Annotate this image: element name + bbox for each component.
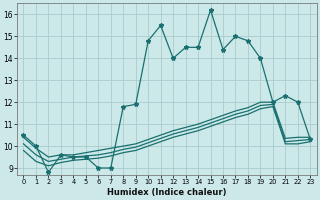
X-axis label: Humidex (Indice chaleur): Humidex (Indice chaleur)	[107, 188, 227, 197]
